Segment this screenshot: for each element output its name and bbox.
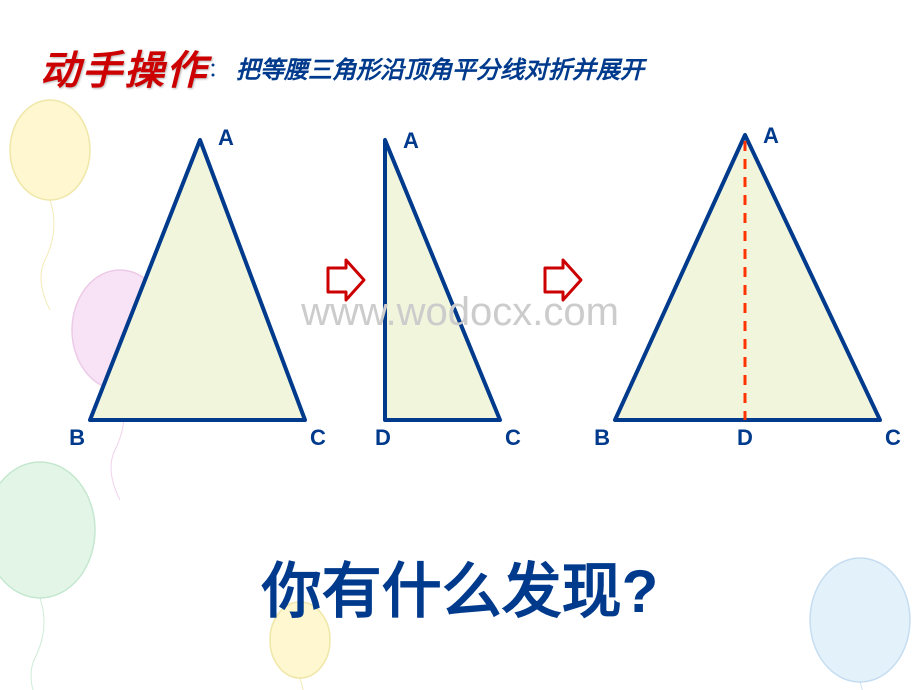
title-colon: ： [208,53,228,82]
svg-text:C: C [885,425,901,450]
svg-text:C: C [505,425,521,450]
svg-text:A: A [403,128,419,153]
svg-text:B: B [69,425,85,450]
triangle-diagrams: A B C A D C A B C D [0,120,920,460]
svg-text:C: C [310,425,326,450]
question-text: 你有什么发现? [0,543,920,630]
svg-text:D: D [737,425,753,450]
title-sub: 把等腰三角形沿顶角平分线对折并展开 [236,50,644,85]
svg-text:A: A [763,123,779,148]
slide-content: 动手操作 ： 把等腰三角形沿顶角平分线对折并展开 ABCADCABCD www.… [0,0,920,690]
svg-text:A: A [218,125,234,150]
title-row: 动手操作 ： 把等腰三角形沿顶角平分线对折并展开 [40,38,644,96]
svg-text:D: D [375,425,391,450]
svg-text:B: B [594,425,610,450]
title-main: 动手操作 [40,38,208,96]
